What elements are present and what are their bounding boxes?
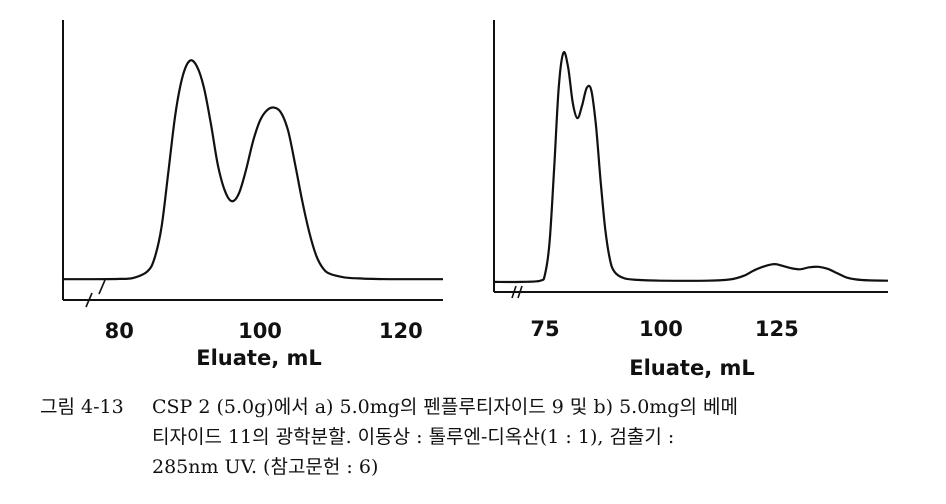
chart-a: 80 100 120 Eluate, mL [62, 20, 443, 370]
chart-b-x-tick-label: 125 [755, 317, 799, 341]
chart-a-x-axis-title: Eluate, mL [196, 346, 322, 370]
chromatogram-figure: 80 100 120 Eluate, mL 75 100 125 Eluate, mL [62, 20, 889, 380]
chart-a-series-line [63, 59, 443, 281]
caption-line: 티자이드 11의 광학분할. 이동상 : 톨루엔-디옥산(1 : 1), 검출기… [152, 426, 675, 448]
chart-a-axis-break [85, 279, 106, 308]
chart-a-x-tick-label: 120 [379, 319, 423, 343]
chart-b-series-line [493, 50, 889, 284]
chart-b-x-tick-label: 75 [530, 317, 559, 341]
chart-b: 75 100 125 Eluate, mL [493, 20, 889, 380]
caption-line: CSP 2 (5.0g)에서 a) 5.0mg의 펜플루티자이드 9 및 b) … [152, 396, 738, 418]
chart-b-axis-break [511, 285, 523, 299]
chart-a-x-tick-label: 80 [105, 319, 134, 343]
chart-a-x-tick-label: 100 [238, 319, 282, 343]
caption-line: 285nm UV. (참고문헌 : 6) [152, 456, 379, 478]
chart-b-x-tick-label: 100 [639, 317, 683, 341]
chart-b-x-axis-title: Eluate, mL [629, 356, 755, 380]
chart-b-x-ticks: 75 100 125 [530, 317, 798, 341]
caption-figure-number: 그림 4-13 [40, 396, 124, 418]
chart-a-x-ticks: 80 100 120 [105, 319, 423, 343]
figure-caption: 그림 4-13 CSP 2 (5.0g)에서 a) 5.0mg의 펜플루티자이드… [40, 392, 940, 482]
